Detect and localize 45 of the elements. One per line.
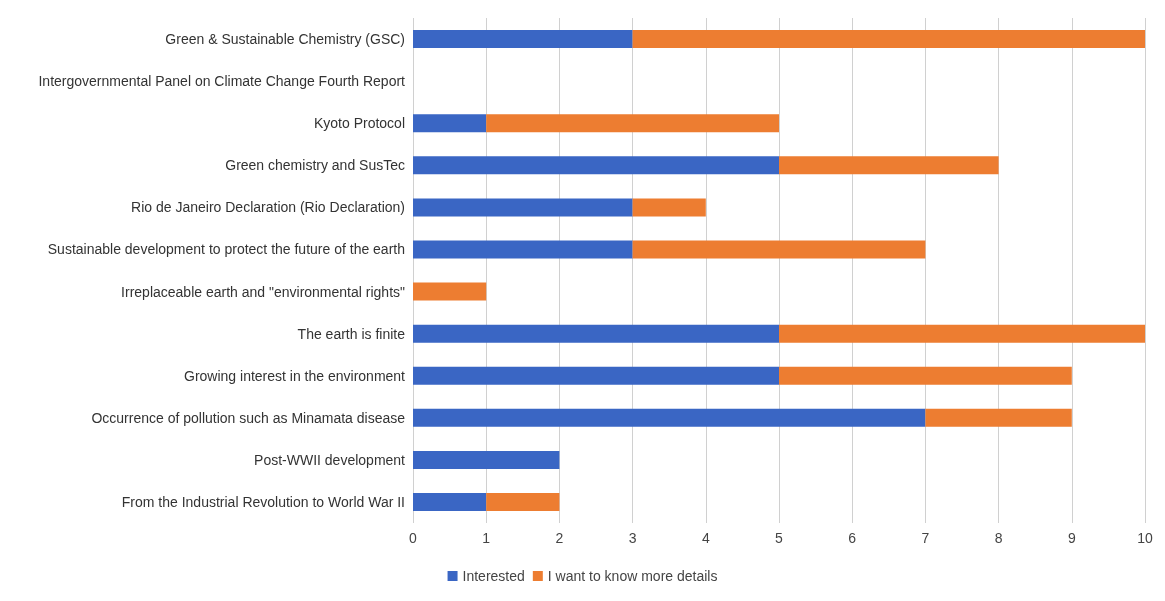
bar (413, 366, 779, 385)
bar (486, 492, 560, 511)
bar (632, 240, 926, 259)
bar (413, 282, 487, 301)
y-tick-label: Occurrence of pollution such as Minamata disease (91, 409, 406, 426)
legend-label: I want to know more details (547, 568, 718, 584)
x-tick-label: 4 (701, 530, 710, 546)
legend-label: Interested (462, 568, 525, 584)
bar (413, 324, 779, 343)
bar (413, 450, 560, 469)
bar (486, 114, 779, 133)
y-tick-label: Irreplaceable earth and "environmental rights" (121, 283, 406, 300)
y-tick-label: The earth is finite (297, 325, 406, 342)
bar (779, 366, 1072, 385)
bar (632, 30, 1145, 49)
y-tick-label: Intergovernmental Panel on Climate Change Fourth Report (38, 73, 406, 90)
y-tick-label: Green & Sustainable Chemistry (GSC) (165, 31, 405, 48)
x-tick-label: 0 (409, 530, 418, 546)
x-tick-label: 6 (848, 530, 857, 546)
x-tick-label: 1 (482, 530, 491, 546)
y-tick-label: Kyoto Protocol (313, 115, 405, 132)
x-tick-label: 7 (921, 530, 930, 546)
y-tick-label: Growing interest in the environment (184, 367, 406, 384)
y-tick-label: Green chemistry and SusTec (225, 157, 405, 174)
x-tick-label: 8 (994, 530, 1003, 546)
bar (413, 156, 779, 175)
y-tick-label: Post-WWII development (254, 451, 406, 468)
bar (413, 492, 487, 511)
x-tick-label: 3 (628, 530, 637, 546)
x-tick-label: 9 (1067, 530, 1076, 546)
y-tick-label: Sustainable development to protect the future of the earth (47, 241, 405, 258)
bar (413, 198, 633, 217)
x-tick-label: 10 (1137, 530, 1153, 546)
y-tick-label: From the Industrial Revolution to World War II (121, 493, 405, 510)
y-tick-label: Rio de Janeiro Declaration (Rio Declaration) (131, 199, 405, 216)
bar (413, 30, 633, 49)
x-tick-label: 2 (555, 530, 564, 546)
bar (632, 198, 706, 217)
bar (413, 240, 633, 259)
bar (925, 408, 1072, 427)
bar (779, 156, 999, 175)
x-tick-label: 5 (775, 530, 784, 546)
bar (413, 408, 926, 427)
bar (779, 324, 1145, 343)
bar (413, 114, 487, 133)
